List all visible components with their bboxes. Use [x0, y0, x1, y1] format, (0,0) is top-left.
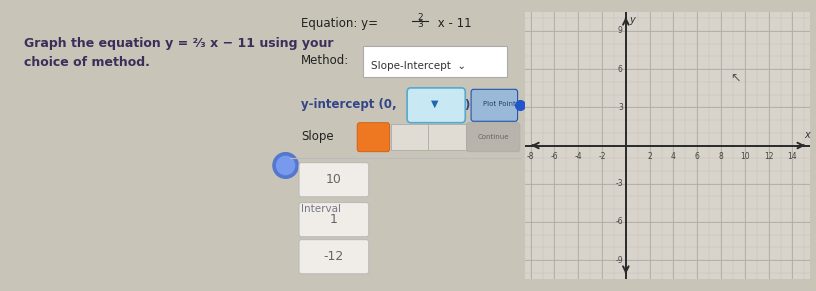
- Text: Graph the equation y = ²⁄₃ x − 11 using your
choice of method.: Graph the equation y = ²⁄₃ x − 11 using …: [24, 37, 333, 69]
- Text: -2: -2: [598, 152, 605, 161]
- Text: Slope-Intercept  ⌄: Slope-Intercept ⌄: [371, 61, 466, 71]
- Text: 1: 1: [330, 213, 338, 226]
- Text: Equation: y=: Equation: y=: [301, 17, 382, 30]
- Text: y: y: [629, 15, 635, 26]
- Text: Method:: Method:: [301, 54, 349, 67]
- Text: 10: 10: [326, 173, 342, 186]
- Text: -6: -6: [551, 152, 558, 161]
- Text: 6: 6: [618, 65, 623, 74]
- FancyBboxPatch shape: [357, 123, 390, 152]
- FancyBboxPatch shape: [299, 163, 369, 197]
- FancyBboxPatch shape: [299, 203, 369, 237]
- FancyBboxPatch shape: [299, 239, 369, 274]
- FancyBboxPatch shape: [471, 89, 517, 121]
- Text: Slope: Slope: [301, 130, 334, 143]
- Text: ): ): [464, 99, 469, 112]
- Text: 3: 3: [417, 20, 423, 29]
- Text: -3: -3: [615, 179, 623, 188]
- Text: 9: 9: [618, 26, 623, 35]
- Text: Plot Point: Plot Point: [483, 101, 516, 107]
- Text: 2: 2: [417, 13, 423, 22]
- Circle shape: [273, 153, 299, 178]
- Text: 12: 12: [764, 152, 774, 161]
- Text: Interval: Interval: [301, 204, 341, 214]
- Text: Continue: Continue: [477, 134, 509, 140]
- Text: ↖: ↖: [730, 72, 741, 84]
- Text: -9: -9: [615, 256, 623, 265]
- Text: 6: 6: [694, 152, 699, 161]
- Text: -6: -6: [615, 217, 623, 226]
- Text: -4: -4: [574, 152, 582, 161]
- FancyBboxPatch shape: [428, 124, 467, 150]
- Text: -12: -12: [324, 250, 344, 263]
- Text: x - 11: x - 11: [434, 17, 472, 30]
- Circle shape: [277, 156, 295, 175]
- FancyBboxPatch shape: [467, 123, 520, 152]
- Text: 10: 10: [740, 152, 750, 161]
- Text: 2: 2: [647, 152, 652, 161]
- FancyBboxPatch shape: [363, 46, 507, 77]
- Text: 14: 14: [787, 152, 797, 161]
- Text: x: x: [804, 130, 809, 140]
- Text: y-intercept (0,: y-intercept (0,: [301, 98, 397, 111]
- FancyBboxPatch shape: [391, 124, 429, 150]
- FancyBboxPatch shape: [407, 88, 465, 123]
- Text: -8: -8: [527, 152, 534, 161]
- Text: 3: 3: [618, 103, 623, 112]
- Text: 4: 4: [671, 152, 676, 161]
- Text: ▼: ▼: [432, 98, 439, 108]
- Text: 8: 8: [719, 152, 724, 161]
